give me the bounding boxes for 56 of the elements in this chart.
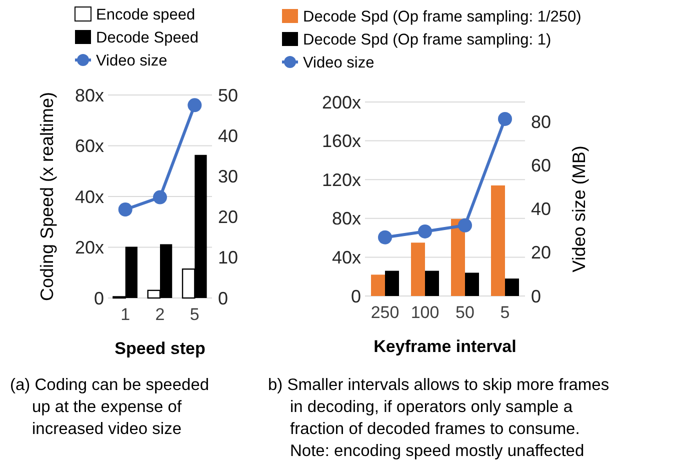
y-tick-label: 20x [74,238,104,258]
y-tick-label: 0 [350,286,361,306]
bar [505,278,519,296]
y-tick-label: 80x [332,208,361,229]
y2-tick-label: 10 [218,248,238,268]
text: (a) Coding can be speeded up at the expense of increased video size [10,376,210,438]
y2-axis-title: Video size (MB) [569,146,589,272]
x-tick-label: 100 [410,303,440,322]
legend-label: Encode speed [96,6,196,24]
y2-tick-label: 30 [218,166,238,186]
y-tick-label: 200x [322,92,361,112]
y2-tick-label: 40 [218,126,238,146]
x-tick-label: 50 [456,303,474,322]
bar [451,218,465,296]
point [458,218,472,232]
legend-label: Video size [303,54,374,72]
y2-tick-label: 20 [531,242,552,263]
legend-label: Decode Spd (Op frame sampling: 1/250) [303,8,582,26]
y2-tick-label: 40 [531,199,552,220]
x-axis-title: Speed step [114,339,206,358]
point [378,230,392,244]
point [418,224,432,238]
x-axis-title: Keyframe interval [374,337,516,356]
y2-tick-label: 0 [218,288,228,308]
y-axis-title: Coding Speed (x realtime) [37,92,57,302]
bar [385,270,399,296]
legend-label: Decode Spd (Op frame sampling: 1) [303,31,552,48]
point [188,98,202,112]
y-tick-label: 80x [74,85,104,106]
bar [491,185,505,296]
bar [411,242,425,296]
point [153,190,167,204]
x-tick-label: 5 [190,305,200,324]
y2-tick-label: 60 [531,156,552,176]
y2-tick-label: 80 [531,112,552,132]
legend-label: Decode Speed [96,29,199,46]
bar [425,270,439,296]
y-tick-label: 0 [94,288,104,308]
y-tick-label: 120x [322,170,361,190]
y2-tick-label: 0 [531,286,542,306]
bar [465,272,479,296]
y-tick-label: 160x [322,131,361,152]
y-tick-label: 60x [74,136,104,156]
point [118,202,132,216]
y-tick-label: 40x [332,248,361,268]
x-tick-label: 250 [370,303,400,322]
bar [371,274,385,296]
x-tick-label: 5 [500,303,510,322]
x-tick-label: 1 [120,305,130,324]
y2-tick-label: 20 [218,207,238,228]
y-tick-label: 40x [74,186,104,207]
legend-label: Video size [96,52,168,70]
x-tick-label: 2 [155,305,165,324]
text: b) Smaller intervals allows to skip more frames in decoding, if operators only sample a fraction of decoded frames to consume. Note: encoding speed mostly unaffected [268,376,610,460]
y2-tick-label: 50 [218,85,238,106]
point [498,112,512,126]
